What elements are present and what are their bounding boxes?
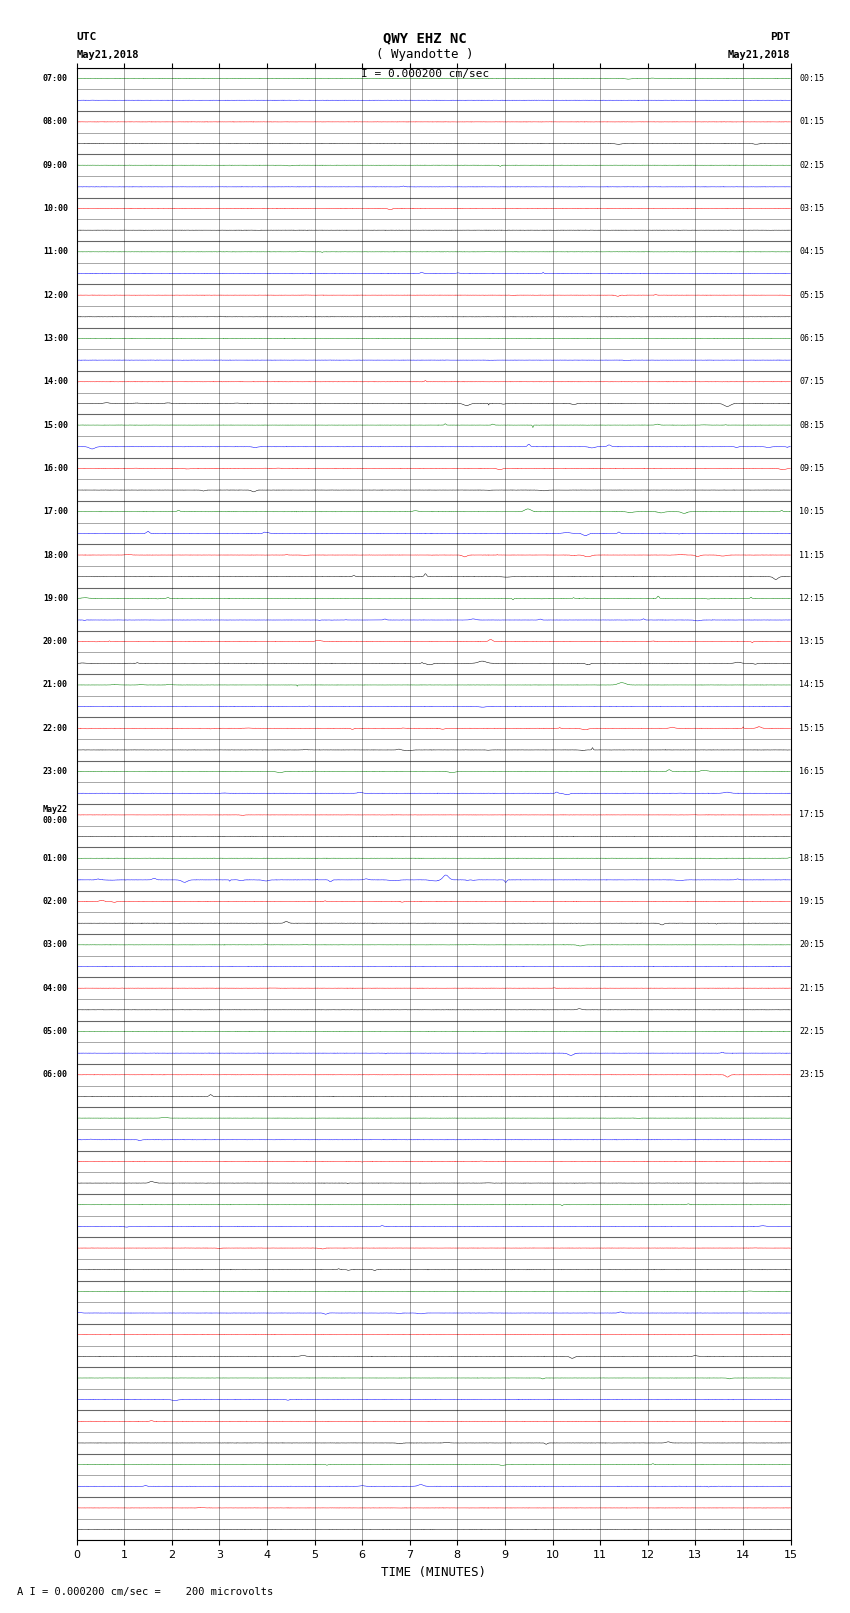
Text: 02:00: 02:00	[43, 897, 68, 907]
Text: 02:15: 02:15	[799, 161, 824, 169]
Text: 20:00: 20:00	[43, 637, 68, 647]
Text: 14:00: 14:00	[43, 377, 68, 386]
Text: 23:00: 23:00	[43, 768, 68, 776]
Text: 19:00: 19:00	[43, 594, 68, 603]
Text: 15:15: 15:15	[799, 724, 824, 732]
Text: May21,2018: May21,2018	[728, 50, 791, 60]
Text: 16:00: 16:00	[43, 465, 68, 473]
Text: 21:00: 21:00	[43, 681, 68, 689]
Text: 14:15: 14:15	[799, 681, 824, 689]
Text: 09:00: 09:00	[43, 161, 68, 169]
Text: UTC: UTC	[76, 32, 97, 42]
Text: 13:00: 13:00	[43, 334, 68, 344]
Text: 03:15: 03:15	[799, 203, 824, 213]
Text: 10:00: 10:00	[43, 203, 68, 213]
Text: 10:15: 10:15	[799, 506, 824, 516]
Text: 06:15: 06:15	[799, 334, 824, 344]
Text: 05:00: 05:00	[43, 1027, 68, 1036]
Text: 00:15: 00:15	[799, 74, 824, 84]
Text: A I = 0.000200 cm/sec =    200 microvolts: A I = 0.000200 cm/sec = 200 microvolts	[17, 1587, 273, 1597]
Text: 18:00: 18:00	[43, 550, 68, 560]
Text: 19:15: 19:15	[799, 897, 824, 907]
Text: 22:15: 22:15	[799, 1027, 824, 1036]
Text: 17:00: 17:00	[43, 506, 68, 516]
Text: 12:00: 12:00	[43, 290, 68, 300]
Text: 04:15: 04:15	[799, 247, 824, 256]
Text: May22
00:00: May22 00:00	[43, 805, 68, 824]
Text: 23:15: 23:15	[799, 1071, 824, 1079]
Text: 11:15: 11:15	[799, 550, 824, 560]
Text: 03:00: 03:00	[43, 940, 68, 950]
Text: 16:15: 16:15	[799, 768, 824, 776]
Text: 12:15: 12:15	[799, 594, 824, 603]
Text: 07:00: 07:00	[43, 74, 68, 84]
Text: QWY EHZ NC: QWY EHZ NC	[383, 31, 467, 45]
Text: May21,2018: May21,2018	[76, 50, 139, 60]
Text: 01:15: 01:15	[799, 118, 824, 126]
Text: I = 0.000200 cm/sec: I = 0.000200 cm/sec	[361, 69, 489, 79]
Text: 07:15: 07:15	[799, 377, 824, 386]
Text: 06:00: 06:00	[43, 1071, 68, 1079]
Text: 22:00: 22:00	[43, 724, 68, 732]
X-axis label: TIME (MINUTES): TIME (MINUTES)	[381, 1566, 486, 1579]
Text: 20:15: 20:15	[799, 940, 824, 950]
Text: 15:00: 15:00	[43, 421, 68, 429]
Text: 13:15: 13:15	[799, 637, 824, 647]
Text: 05:15: 05:15	[799, 290, 824, 300]
Text: 08:00: 08:00	[43, 118, 68, 126]
Text: 04:00: 04:00	[43, 984, 68, 992]
Text: PDT: PDT	[770, 32, 790, 42]
Text: 01:00: 01:00	[43, 853, 68, 863]
Text: 08:15: 08:15	[799, 421, 824, 429]
Text: 09:15: 09:15	[799, 465, 824, 473]
Text: 17:15: 17:15	[799, 810, 824, 819]
Text: 18:15: 18:15	[799, 853, 824, 863]
Text: 21:15: 21:15	[799, 984, 824, 992]
Text: ( Wyandotte ): ( Wyandotte )	[377, 48, 473, 61]
Text: 11:00: 11:00	[43, 247, 68, 256]
